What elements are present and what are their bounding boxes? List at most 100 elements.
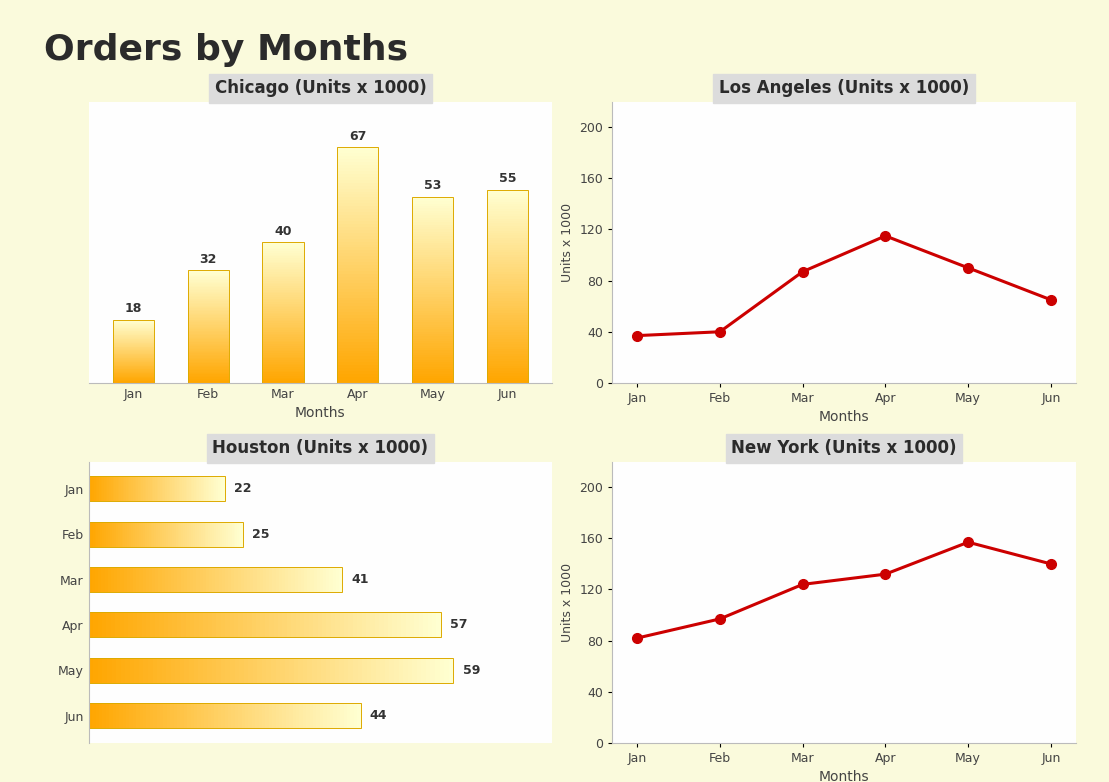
Bar [175,522,177,547]
Bar [113,375,154,376]
Bar [113,376,154,377]
Bar [113,340,154,341]
Bar [156,703,160,728]
Bar [225,658,230,683]
Bar [212,612,216,637]
Bar [330,612,335,637]
Bar [308,612,313,637]
Bar [487,339,528,342]
Bar [187,328,228,329]
Bar [272,703,276,728]
Bar [411,210,454,213]
Bar [411,308,454,310]
Bar [285,658,289,683]
Bar [187,282,228,283]
Bar [263,320,304,321]
Bar [110,522,112,547]
Bar [208,567,212,592]
Bar [263,371,304,372]
Bar [487,248,528,250]
Bar [181,567,184,592]
Bar [336,567,339,592]
Bar [206,522,208,547]
Bar [174,476,175,501]
Bar [337,703,340,728]
Bar [487,279,528,282]
Bar [337,183,378,185]
Bar [167,567,171,592]
Bar [487,342,528,344]
Bar [263,317,304,320]
Bar [113,347,154,348]
Bar [113,330,154,331]
Bar [298,658,303,683]
Bar [263,328,304,330]
Bar [337,280,378,283]
Bar [113,334,154,335]
Bar [194,658,199,683]
Bar [323,567,326,592]
Bar [337,218,378,221]
Bar [177,703,181,728]
Bar [187,376,228,377]
Bar [337,165,378,168]
Bar [337,271,378,274]
Bar [98,658,102,683]
Bar [337,250,378,253]
Bar [141,476,143,501]
Bar [187,314,228,315]
Bar [105,703,109,728]
Bar [155,476,156,501]
Bar [357,612,362,637]
Bar [263,357,304,358]
Bar [199,658,203,683]
Bar [138,476,140,501]
Bar [263,337,304,339]
Bar [337,227,378,230]
Bar [326,612,330,637]
Bar [337,310,378,312]
Bar [187,369,228,370]
Bar [139,658,143,683]
Bar [160,476,162,501]
Bar [123,476,124,501]
Bar [337,333,378,335]
Bar [411,367,454,369]
Bar [263,364,304,365]
Bar [108,522,110,547]
Bar [115,522,118,547]
Bar [393,612,397,637]
Bar [187,363,228,364]
Bar [92,703,95,728]
Bar [265,612,269,637]
Bar [411,292,454,294]
Bar [194,476,196,501]
Bar [316,703,319,728]
Text: 22: 22 [234,482,252,495]
Bar [174,522,175,547]
Bar [411,243,454,246]
Bar [113,325,154,326]
Bar [411,348,454,350]
Bar [112,522,114,547]
Bar [411,294,454,296]
Bar [113,359,154,360]
Bar [113,368,154,369]
Bar [337,353,378,357]
Bar [337,315,378,318]
Bar [187,355,228,356]
Bar [191,703,194,728]
Bar [162,567,165,592]
Bar [411,364,454,367]
Bar [145,567,149,592]
Bar [113,360,154,361]
Bar [187,334,228,335]
Bar [337,160,378,162]
Bar [166,703,171,728]
Bar [487,216,528,218]
Bar [123,522,125,547]
Bar [187,320,228,321]
Bar [319,703,323,728]
Bar [337,197,378,200]
Bar [487,320,528,322]
